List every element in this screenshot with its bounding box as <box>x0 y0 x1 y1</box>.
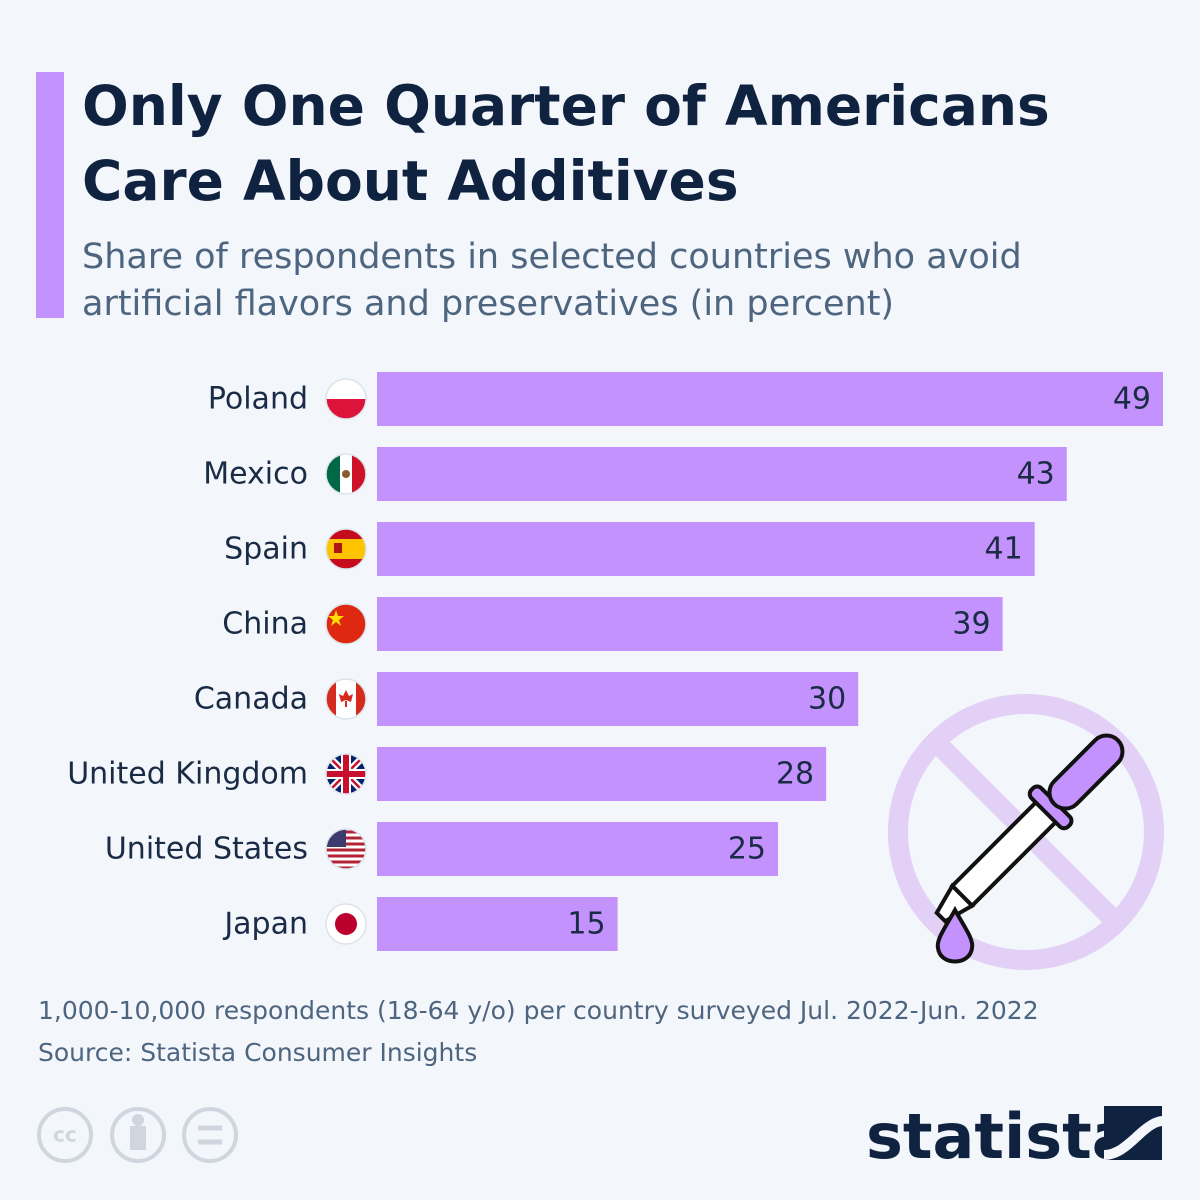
category-label: Poland <box>208 382 308 417</box>
flag <box>326 904 366 944</box>
flag <box>326 604 366 644</box>
flag <box>326 754 366 794</box>
value-label: 43 <box>1017 457 1055 492</box>
bar <box>377 522 1035 576</box>
brand-mark <box>1104 1106 1162 1160</box>
chart-subtitle: Share of respondents in selected countri… <box>82 237 1022 324</box>
license-icons: cc <box>37 1107 238 1163</box>
bar <box>377 597 1003 651</box>
category-label: Spain <box>224 532 308 567</box>
accent-bar <box>36 72 64 318</box>
bar <box>377 747 827 801</box>
category-label: Japan <box>222 907 308 942</box>
value-label: 41 <box>984 532 1022 567</box>
flags <box>325 378 367 945</box>
value-label: 30 <box>808 682 846 717</box>
flag <box>326 529 366 569</box>
bar <box>377 672 859 726</box>
bar <box>377 447 1067 501</box>
value-label: 15 <box>567 907 605 942</box>
category-label: Canada <box>194 682 308 717</box>
category-label: China <box>222 607 308 642</box>
value-label: 28 <box>776 757 814 792</box>
chart-title: Only One Quarter of Americans Care About … <box>82 74 1050 213</box>
flag <box>326 829 366 869</box>
category-label: Mexico <box>203 457 308 492</box>
flag <box>326 679 366 719</box>
category-label: United Kingdom <box>67 757 308 792</box>
dropper-icon <box>888 694 1164 970</box>
bar <box>377 897 618 951</box>
category-label: United States <box>105 832 308 867</box>
bar <box>377 372 1163 426</box>
flag <box>326 379 366 419</box>
brand-logo: statista <box>866 1100 1134 1173</box>
value-label: 25 <box>728 832 766 867</box>
source: Source: Statista Consumer Insights <box>38 1038 477 1067</box>
svg-text:cc: cc <box>53 1123 77 1147</box>
value-label: 49 <box>1113 382 1151 417</box>
bar <box>377 822 779 876</box>
value-label: 39 <box>952 607 990 642</box>
footnote: 1,000-10,000 respondents (18-64 y/o) per… <box>38 996 1039 1025</box>
